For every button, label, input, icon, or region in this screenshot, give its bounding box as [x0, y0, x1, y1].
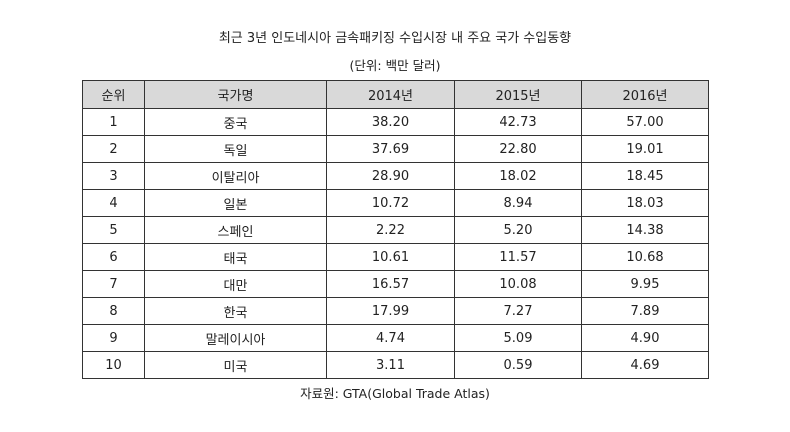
value-2015-cell: 5.09 [454, 324, 582, 352]
value-2015-cell: 5.20 [454, 216, 582, 244]
rank-cell: 7 [82, 270, 145, 298]
table-title: 최근 3년 인도네시아 금속패키징 수입시장 내 주요 국가 수입동향 [218, 31, 572, 46]
value-2016-cell: 4.69 [581, 351, 709, 379]
country-cell: 대만 [144, 270, 327, 298]
value-2014-cell: 4.74 [326, 324, 455, 352]
table-row: 1 중국 38.20 42.73 57.00 [82, 108, 709, 136]
country-cell: 일본 [144, 189, 327, 217]
value-2014-cell: 10.72 [326, 189, 455, 217]
header-row: 순위 국가명 2014년 2015년 2016년 [82, 80, 709, 109]
rank-cell: 4 [82, 189, 145, 217]
unit-note: (단위: 백만 달러) [349, 58, 441, 73]
rank-cell: 8 [82, 297, 145, 325]
value-2016-cell: 19.01 [581, 135, 709, 163]
value-2014-cell: 2.22 [326, 216, 455, 244]
country-cell: 태국 [144, 243, 327, 271]
header-2015: 2015년 [454, 80, 582, 109]
header-rank: 순위 [82, 80, 145, 109]
table-row: 7 대만 16.57 10.08 9.95 [82, 270, 709, 298]
value-2014-cell: 37.69 [326, 135, 455, 163]
rank-cell: 9 [82, 324, 145, 352]
value-2016-cell: 14.38 [581, 216, 709, 244]
value-2014-cell: 17.99 [326, 297, 455, 325]
rank-cell: 5 [82, 216, 145, 244]
rank-cell: 1 [82, 108, 145, 136]
value-2014-cell: 28.90 [326, 162, 455, 190]
table-row: 10 미국 3.11 0.59 4.69 [82, 351, 709, 379]
country-cell: 독일 [144, 135, 327, 163]
table-row: 3 이탈리아 28.90 18.02 18.45 [82, 162, 709, 190]
value-2015-cell: 7.27 [454, 297, 582, 325]
table-row: 5 스페인 2.22 5.20 14.38 [82, 216, 709, 244]
import-table: 순위 국가명 2014년 2015년 2016년 1 중국 38.20 42.7… [82, 80, 709, 379]
header-2016: 2016년 [581, 80, 709, 109]
table-row: 6 태국 10.61 11.57 10.68 [82, 243, 709, 271]
header-2014: 2014년 [326, 80, 455, 109]
country-cell: 한국 [144, 297, 327, 325]
table-row: 2 독일 37.69 22.80 19.01 [82, 135, 709, 163]
value-2016-cell: 18.03 [581, 189, 709, 217]
header-country: 국가명 [144, 80, 327, 109]
value-2015-cell: 22.80 [454, 135, 582, 163]
value-2014-cell: 16.57 [326, 270, 455, 298]
value-2015-cell: 10.08 [454, 270, 582, 298]
country-cell: 중국 [144, 108, 327, 136]
value-2016-cell: 4.90 [581, 324, 709, 352]
value-2016-cell: 9.95 [581, 270, 709, 298]
value-2014-cell: 10.61 [326, 243, 455, 271]
value-2016-cell: 18.45 [581, 162, 709, 190]
country-cell: 이탈리아 [144, 162, 327, 190]
country-cell: 스페인 [144, 216, 327, 244]
value-2016-cell: 57.00 [581, 108, 709, 136]
source-note: 자료원: GTA(Global Trade Atlas) [300, 386, 490, 401]
rank-cell: 6 [82, 243, 145, 271]
table-row: 4 일본 10.72 8.94 18.03 [82, 189, 709, 217]
table-row: 9 말레이시아 4.74 5.09 4.90 [82, 324, 709, 352]
rank-cell: 3 [82, 162, 145, 190]
value-2014-cell: 38.20 [326, 108, 455, 136]
value-2014-cell: 3.11 [326, 351, 455, 379]
country-cell: 미국 [144, 351, 327, 379]
country-cell: 말레이시아 [144, 324, 327, 352]
value-2016-cell: 7.89 [581, 297, 709, 325]
value-2015-cell: 42.73 [454, 108, 582, 136]
value-2016-cell: 10.68 [581, 243, 709, 271]
value-2015-cell: 8.94 [454, 189, 582, 217]
table-row: 8 한국 17.99 7.27 7.89 [82, 297, 709, 325]
value-2015-cell: 0.59 [454, 351, 582, 379]
value-2015-cell: 11.57 [454, 243, 582, 271]
rank-cell: 2 [82, 135, 145, 163]
rank-cell: 10 [82, 351, 145, 379]
value-2015-cell: 18.02 [454, 162, 582, 190]
